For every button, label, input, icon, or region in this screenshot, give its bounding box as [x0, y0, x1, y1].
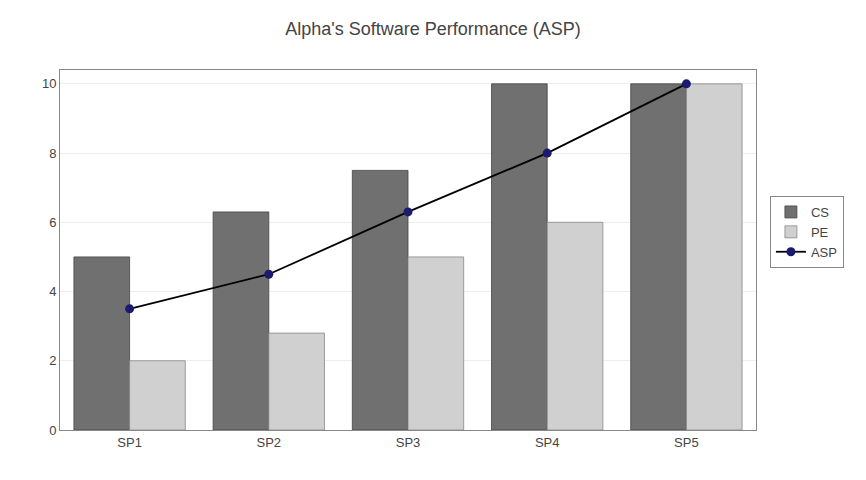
svg-text:Alpha's Software Performance (: Alpha's Software Performance (ASP)	[285, 19, 581, 39]
svg-text:10: 10	[42, 76, 56, 91]
svg-text:ASP: ASP	[811, 245, 837, 260]
svg-text:SP2: SP2	[257, 435, 282, 450]
svg-text:4: 4	[49, 284, 56, 299]
svg-text:PE: PE	[811, 225, 829, 240]
svg-text:2: 2	[49, 353, 56, 368]
svg-text:SP1: SP1	[117, 435, 142, 450]
svg-text:CS: CS	[811, 205, 829, 220]
svg-text:SP4: SP4	[535, 435, 560, 450]
svg-text:SP5: SP5	[674, 435, 699, 450]
svg-text:0: 0	[49, 423, 56, 438]
svg-text:8: 8	[49, 146, 56, 161]
svg-text:SP3: SP3	[396, 435, 421, 450]
svg-text:6: 6	[49, 215, 56, 230]
